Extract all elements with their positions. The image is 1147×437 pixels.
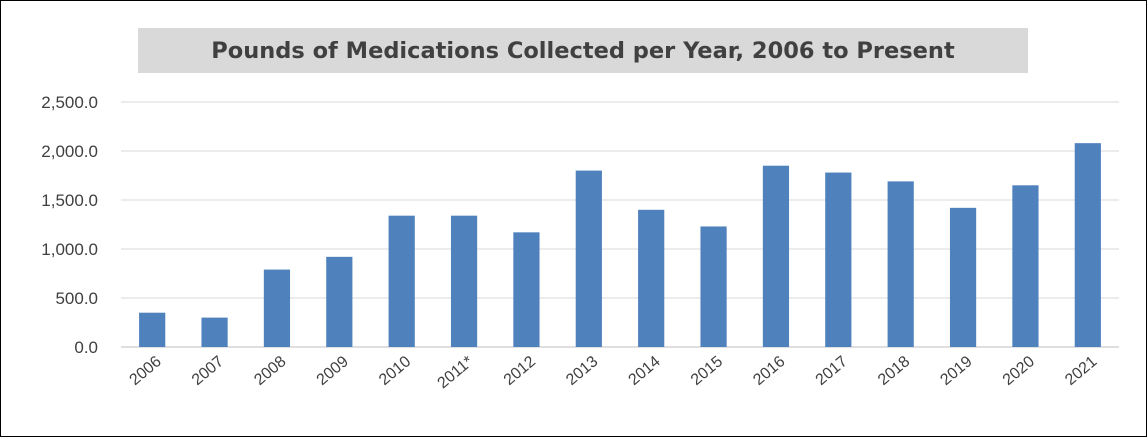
x-tick-label: 2021	[1062, 353, 1100, 389]
x-tick-label: 2012	[501, 353, 539, 389]
x-tick-label: 2011*	[435, 353, 477, 392]
x-tick-label: 2006	[127, 353, 165, 389]
x-tick-label: 2018	[875, 353, 913, 389]
bar	[263, 269, 291, 347]
bar	[949, 207, 977, 347]
x-tick-label: 2015	[688, 353, 726, 389]
bar	[326, 256, 353, 347]
y-tick-label: 1,000.0	[41, 240, 98, 259]
y-tick-label: 2,000.0	[41, 142, 98, 161]
bar	[638, 209, 665, 347]
bar	[1074, 143, 1101, 347]
x-tick-label: 2008	[251, 353, 289, 389]
bar	[139, 312, 166, 347]
y-tick-label: 0.0	[74, 338, 98, 357]
y-tick-label: 2,500.0	[41, 93, 98, 112]
x-tick-label: 2007	[189, 353, 227, 389]
x-tick-label: 2020	[1000, 353, 1038, 389]
bar	[825, 172, 852, 347]
bar	[887, 181, 914, 347]
bar	[201, 317, 228, 347]
bar	[575, 170, 602, 347]
y-tick-label: 1,500.0	[41, 191, 98, 210]
bar	[450, 215, 478, 347]
x-tick-label: 2019	[937, 353, 975, 389]
x-tick-label: 2014	[626, 353, 664, 389]
x-tick-label: 2013	[563, 353, 601, 389]
bar	[513, 232, 540, 347]
x-tick-label: 2009	[314, 353, 352, 389]
chart-title: Pounds of Medications Collected per Year…	[211, 37, 955, 64]
x-tick-label: 2017	[813, 353, 851, 389]
x-tick-label: 2016	[750, 353, 788, 389]
x-tick-label: 2010	[376, 353, 414, 389]
bar	[388, 215, 415, 347]
bar	[1012, 185, 1039, 347]
chart-title-box: Pounds of Medications Collected per Year…	[138, 28, 1028, 73]
y-tick-label: 500.0	[55, 289, 98, 308]
bar	[700, 226, 727, 347]
bar	[762, 165, 790, 347]
